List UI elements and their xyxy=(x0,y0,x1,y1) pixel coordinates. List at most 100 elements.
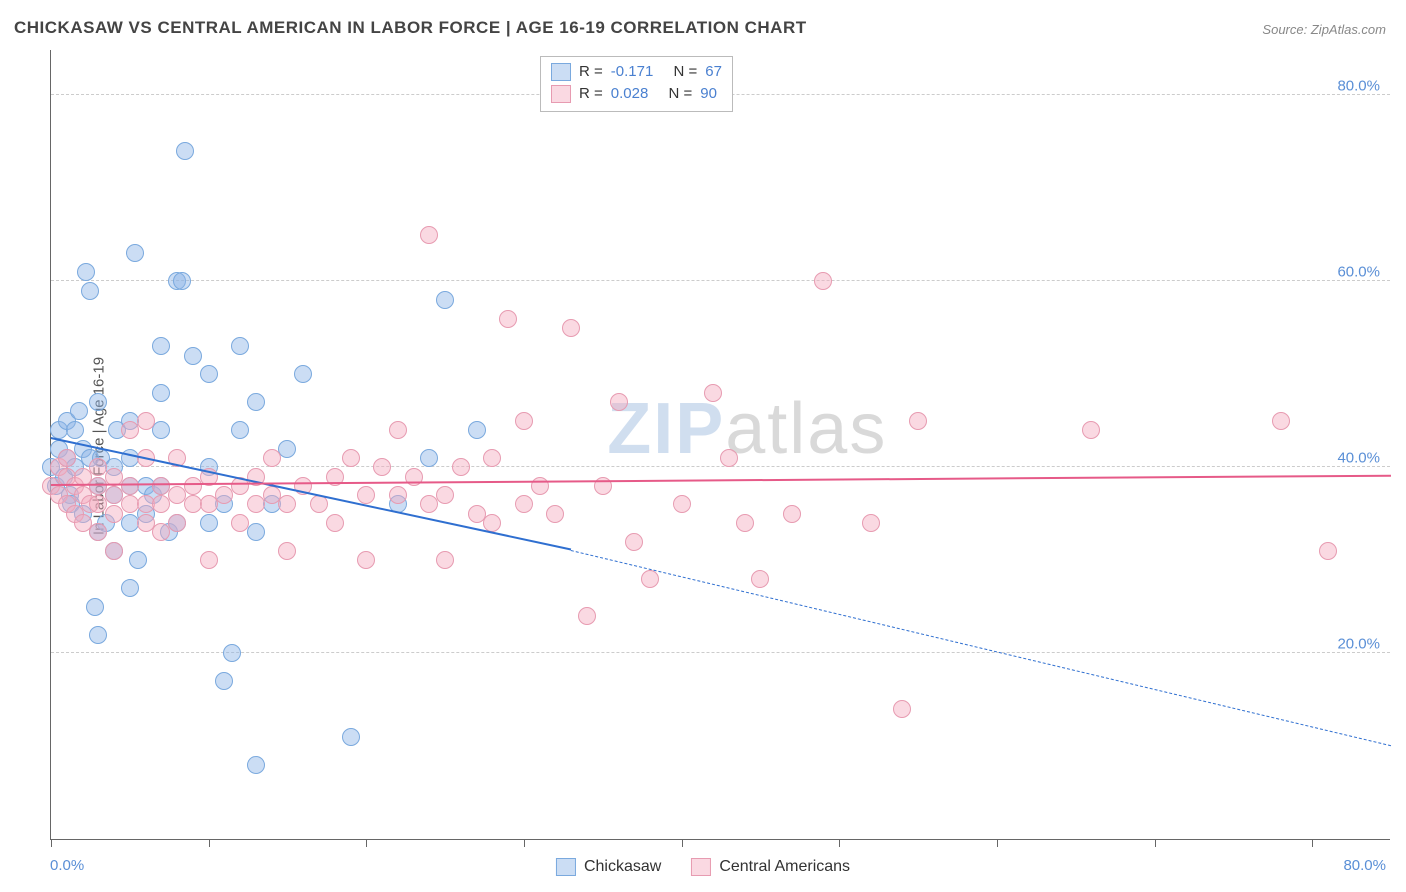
legend-swatch-a xyxy=(556,858,576,876)
data-point xyxy=(483,449,501,467)
data-point xyxy=(720,449,738,467)
x-tick xyxy=(1155,839,1156,847)
data-point xyxy=(578,607,596,625)
legend-swatch-b xyxy=(691,858,711,876)
data-point xyxy=(814,272,832,290)
data-point xyxy=(278,440,296,458)
data-point xyxy=(223,644,241,662)
data-point xyxy=(468,421,486,439)
data-point xyxy=(200,551,218,569)
legend-item-series-b: Central Americans xyxy=(691,858,850,876)
stats-row-b: R = 0.028 N = 90 xyxy=(551,83,722,105)
data-point xyxy=(1272,412,1290,430)
data-point xyxy=(168,514,186,532)
data-point xyxy=(436,486,454,504)
stats-swatch-a xyxy=(551,63,571,81)
data-point xyxy=(893,700,911,718)
data-point xyxy=(81,282,99,300)
data-point xyxy=(89,523,107,541)
data-point xyxy=(625,533,643,551)
data-point xyxy=(436,291,454,309)
data-point xyxy=(126,244,144,262)
data-point xyxy=(562,319,580,337)
y-tick-label: 20.0% xyxy=(1337,636,1380,653)
data-point xyxy=(783,505,801,523)
data-point xyxy=(121,477,139,495)
data-point xyxy=(70,402,88,420)
data-point xyxy=(58,449,76,467)
data-point xyxy=(215,672,233,690)
data-point xyxy=(200,365,218,383)
data-point xyxy=(862,514,880,532)
data-point xyxy=(310,495,328,513)
data-point xyxy=(342,449,360,467)
data-point xyxy=(173,272,191,290)
x-tick xyxy=(682,839,683,847)
data-point xyxy=(278,542,296,560)
x-tick xyxy=(524,839,525,847)
data-point xyxy=(121,579,139,597)
data-point xyxy=(86,598,104,616)
data-point xyxy=(129,551,147,569)
data-point xyxy=(176,142,194,160)
bottom-legend: Chickasaw Central Americans xyxy=(556,858,850,876)
data-point xyxy=(326,514,344,532)
x-tick xyxy=(1312,839,1313,847)
data-point xyxy=(704,384,722,402)
data-point xyxy=(231,421,249,439)
gridline xyxy=(51,652,1390,653)
data-point xyxy=(1319,542,1337,560)
data-point xyxy=(278,495,296,513)
data-point xyxy=(200,514,218,532)
legend-label-b: Central Americans xyxy=(719,858,850,876)
data-point xyxy=(294,365,312,383)
data-point xyxy=(357,551,375,569)
data-point xyxy=(66,421,84,439)
data-point xyxy=(152,421,170,439)
data-point xyxy=(247,393,265,411)
data-point xyxy=(420,449,438,467)
data-point xyxy=(77,263,95,281)
data-point xyxy=(610,393,628,411)
data-point xyxy=(736,514,754,532)
data-point xyxy=(105,542,123,560)
legend-item-series-a: Chickasaw xyxy=(556,858,661,876)
gridline xyxy=(51,280,1390,281)
data-point xyxy=(152,337,170,355)
data-point xyxy=(263,449,281,467)
data-point xyxy=(247,523,265,541)
source-label: Source: ZipAtlas.com xyxy=(1262,22,1386,37)
data-point xyxy=(420,226,438,244)
x-tick xyxy=(839,839,840,847)
x-axis-max-label: 80.0% xyxy=(1343,857,1386,874)
data-point xyxy=(152,384,170,402)
data-point xyxy=(1082,421,1100,439)
data-point xyxy=(452,458,470,476)
x-tick xyxy=(51,839,52,847)
y-tick-label: 80.0% xyxy=(1337,78,1380,95)
data-point xyxy=(546,505,564,523)
legend-label-a: Chickasaw xyxy=(584,858,661,876)
data-point xyxy=(89,626,107,644)
data-point xyxy=(673,495,691,513)
data-point xyxy=(373,458,391,476)
data-point xyxy=(184,347,202,365)
trend-line xyxy=(571,550,1391,746)
watermark: ZIPatlas xyxy=(607,388,887,470)
data-point xyxy=(515,495,533,513)
y-tick-label: 40.0% xyxy=(1337,450,1380,467)
data-point xyxy=(641,570,659,588)
data-point xyxy=(751,570,769,588)
x-axis-min-label: 0.0% xyxy=(50,857,84,874)
x-tick xyxy=(366,839,367,847)
data-point xyxy=(231,337,249,355)
stats-swatch-b xyxy=(551,85,571,103)
data-point xyxy=(531,477,549,495)
chart-container: CHICKASAW VS CENTRAL AMERICAN IN LABOR F… xyxy=(0,0,1406,892)
data-point xyxy=(499,310,517,328)
data-point xyxy=(342,728,360,746)
stats-legend: R = -0.171 N = 67 R = 0.028 N = 90 xyxy=(540,56,733,112)
data-point xyxy=(357,486,375,504)
data-point xyxy=(389,486,407,504)
data-point xyxy=(389,421,407,439)
